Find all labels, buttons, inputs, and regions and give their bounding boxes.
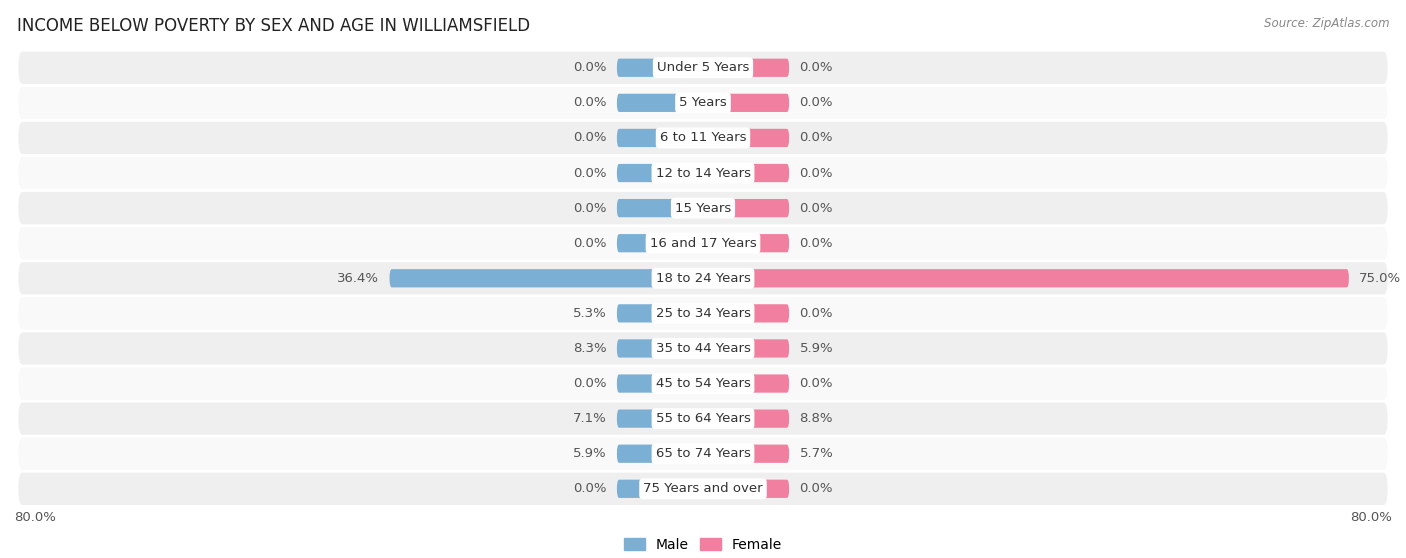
FancyBboxPatch shape	[617, 339, 703, 358]
FancyBboxPatch shape	[703, 339, 789, 358]
FancyBboxPatch shape	[703, 199, 789, 217]
Text: 0.0%: 0.0%	[574, 377, 606, 390]
Text: 0.0%: 0.0%	[800, 201, 832, 215]
Text: 0.0%: 0.0%	[800, 97, 832, 109]
Text: 5 Years: 5 Years	[679, 97, 727, 109]
Text: 7.1%: 7.1%	[572, 412, 606, 425]
FancyBboxPatch shape	[18, 122, 1388, 154]
Text: 0.0%: 0.0%	[800, 482, 832, 496]
Text: 0.0%: 0.0%	[574, 482, 606, 496]
Text: 65 to 74 Years: 65 to 74 Years	[655, 447, 751, 460]
FancyBboxPatch shape	[617, 164, 703, 182]
Text: 5.3%: 5.3%	[572, 307, 606, 320]
Text: 16 and 17 Years: 16 and 17 Years	[650, 237, 756, 249]
FancyBboxPatch shape	[617, 445, 703, 463]
Legend: Male, Female: Male, Female	[619, 532, 787, 557]
Text: 0.0%: 0.0%	[574, 97, 606, 109]
Text: 15 Years: 15 Years	[675, 201, 731, 215]
FancyBboxPatch shape	[18, 86, 1388, 119]
Text: 0.0%: 0.0%	[574, 237, 606, 249]
Text: 0.0%: 0.0%	[800, 166, 832, 180]
Text: 8.3%: 8.3%	[572, 342, 606, 355]
Text: 75.0%: 75.0%	[1360, 272, 1402, 285]
FancyBboxPatch shape	[18, 52, 1388, 84]
FancyBboxPatch shape	[617, 234, 703, 252]
Text: 6 to 11 Years: 6 to 11 Years	[659, 132, 747, 145]
FancyBboxPatch shape	[18, 262, 1388, 295]
Text: 5.7%: 5.7%	[800, 447, 834, 460]
FancyBboxPatch shape	[703, 410, 789, 428]
Text: 0.0%: 0.0%	[800, 307, 832, 320]
Text: 80.0%: 80.0%	[14, 511, 56, 523]
FancyBboxPatch shape	[703, 269, 1348, 287]
FancyBboxPatch shape	[617, 410, 703, 428]
FancyBboxPatch shape	[18, 297, 1388, 330]
Text: 5.9%: 5.9%	[800, 342, 834, 355]
FancyBboxPatch shape	[617, 59, 703, 77]
Text: INCOME BELOW POVERTY BY SEX AND AGE IN WILLIAMSFIELD: INCOME BELOW POVERTY BY SEX AND AGE IN W…	[17, 17, 530, 35]
FancyBboxPatch shape	[617, 374, 703, 393]
FancyBboxPatch shape	[18, 157, 1388, 189]
Text: 36.4%: 36.4%	[337, 272, 380, 285]
Text: 0.0%: 0.0%	[574, 201, 606, 215]
FancyBboxPatch shape	[703, 94, 789, 112]
FancyBboxPatch shape	[389, 269, 703, 287]
FancyBboxPatch shape	[617, 94, 703, 112]
Text: 18 to 24 Years: 18 to 24 Years	[655, 272, 751, 285]
FancyBboxPatch shape	[617, 199, 703, 217]
FancyBboxPatch shape	[18, 333, 1388, 364]
FancyBboxPatch shape	[703, 234, 789, 252]
Text: 0.0%: 0.0%	[574, 166, 606, 180]
Text: Source: ZipAtlas.com: Source: ZipAtlas.com	[1264, 17, 1389, 30]
FancyBboxPatch shape	[703, 374, 789, 393]
Text: 0.0%: 0.0%	[574, 132, 606, 145]
FancyBboxPatch shape	[703, 164, 789, 182]
FancyBboxPatch shape	[703, 129, 789, 147]
Text: 80.0%: 80.0%	[1350, 511, 1392, 523]
FancyBboxPatch shape	[18, 192, 1388, 224]
FancyBboxPatch shape	[703, 445, 789, 463]
Text: 0.0%: 0.0%	[800, 61, 832, 74]
FancyBboxPatch shape	[18, 227, 1388, 259]
FancyBboxPatch shape	[703, 59, 789, 77]
Text: 12 to 14 Years: 12 to 14 Years	[655, 166, 751, 180]
Text: 0.0%: 0.0%	[574, 61, 606, 74]
FancyBboxPatch shape	[617, 129, 703, 147]
Text: 8.8%: 8.8%	[800, 412, 832, 425]
Text: 5.9%: 5.9%	[572, 447, 606, 460]
Text: 25 to 34 Years: 25 to 34 Years	[655, 307, 751, 320]
Text: 0.0%: 0.0%	[800, 237, 832, 249]
Text: 55 to 64 Years: 55 to 64 Years	[655, 412, 751, 425]
FancyBboxPatch shape	[617, 304, 703, 323]
Text: 35 to 44 Years: 35 to 44 Years	[655, 342, 751, 355]
Text: 75 Years and over: 75 Years and over	[643, 482, 763, 496]
Text: Under 5 Years: Under 5 Years	[657, 61, 749, 74]
FancyBboxPatch shape	[703, 480, 789, 498]
FancyBboxPatch shape	[18, 367, 1388, 400]
Text: 45 to 54 Years: 45 to 54 Years	[655, 377, 751, 390]
FancyBboxPatch shape	[18, 402, 1388, 435]
FancyBboxPatch shape	[18, 473, 1388, 505]
FancyBboxPatch shape	[18, 437, 1388, 470]
Text: 0.0%: 0.0%	[800, 377, 832, 390]
FancyBboxPatch shape	[703, 304, 789, 323]
Text: 0.0%: 0.0%	[800, 132, 832, 145]
FancyBboxPatch shape	[617, 480, 703, 498]
